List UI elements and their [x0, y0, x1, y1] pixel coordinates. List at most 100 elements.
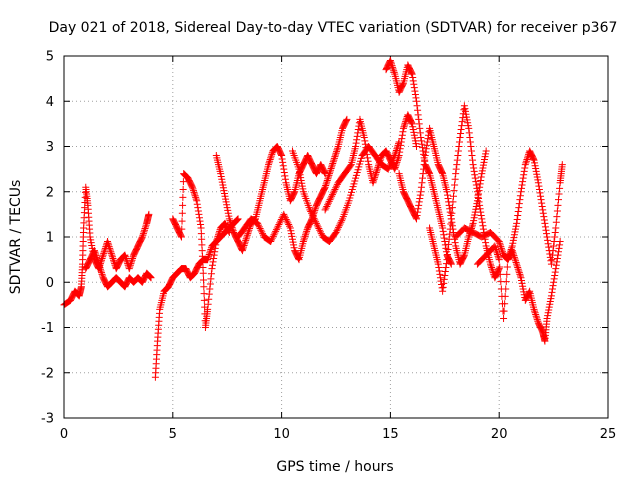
- data-point: [310, 214, 318, 222]
- data-point: [460, 252, 468, 260]
- data-point: [314, 223, 322, 231]
- data-point: [447, 220, 455, 228]
- data-point: [312, 219, 320, 227]
- data-point: [107, 248, 115, 256]
- data-point: [241, 238, 249, 246]
- data-point: [279, 162, 287, 170]
- data-point: [390, 67, 398, 75]
- data-point: [523, 156, 531, 164]
- data-point: [447, 259, 455, 267]
- data-point: [371, 174, 379, 182]
- data-point: [441, 238, 449, 246]
- data-point: [95, 260, 103, 268]
- data-point: [178, 209, 186, 217]
- data-point: [290, 189, 298, 197]
- x-tick-label: 20: [491, 427, 508, 442]
- data-point: [294, 254, 302, 262]
- data-point: [537, 192, 545, 200]
- data-point: [212, 241, 220, 249]
- data-point: [94, 258, 102, 266]
- data-point: [541, 219, 549, 227]
- data-point: [477, 212, 485, 220]
- y-tick-label: 1: [46, 231, 54, 246]
- series-track-a: [60, 183, 153, 309]
- data-point: [551, 233, 559, 241]
- y-axis-label: SDTVAR / TECUs: [8, 180, 24, 295]
- data-point: [553, 254, 561, 262]
- data-point: [93, 255, 101, 263]
- data-point: [518, 181, 526, 189]
- data-point: [420, 165, 428, 173]
- data-point: [273, 224, 281, 232]
- data-point: [450, 187, 458, 195]
- series-track-d: [169, 170, 233, 331]
- data-point: [396, 145, 404, 153]
- data-point: [107, 249, 115, 257]
- data-point: [470, 167, 478, 175]
- data-point: [494, 251, 502, 259]
- data-point: [268, 236, 276, 244]
- data-point: [509, 250, 517, 258]
- data-point: [193, 197, 201, 205]
- data-point: [478, 218, 486, 226]
- data-point: [274, 222, 282, 230]
- data-point: [558, 161, 566, 169]
- data-point: [385, 163, 393, 171]
- data-point: [127, 258, 135, 266]
- y-tick-label: -2: [41, 366, 54, 381]
- data-point: [141, 225, 149, 233]
- data-point: [239, 245, 247, 253]
- data-point: [399, 128, 407, 136]
- data-point: [515, 267, 523, 275]
- data-point: [205, 290, 213, 298]
- data-point: [550, 275, 558, 283]
- y-tick-label: -1: [41, 321, 54, 336]
- data-point: [411, 90, 419, 98]
- data-point: [258, 228, 266, 236]
- data-point: [336, 220, 344, 228]
- data-point: [459, 114, 467, 122]
- data-point: [547, 292, 555, 300]
- axis-ticks: 0 5 10 15 20 25 -3 -2 -1 0 1 2 3 4 5: [41, 50, 616, 443]
- data-point: [354, 126, 362, 134]
- data-point: [309, 213, 317, 221]
- data-point: [471, 171, 479, 179]
- data-point: [478, 215, 486, 223]
- data-point: [451, 239, 459, 247]
- data-point: [544, 240, 552, 248]
- data-point: [334, 225, 342, 233]
- data-point: [308, 209, 316, 217]
- data-point: [465, 129, 473, 137]
- data-point: [145, 210, 153, 218]
- data-point: [243, 233, 251, 241]
- y-tick-label: -3: [41, 412, 54, 427]
- data-point: [106, 244, 114, 252]
- data-point: [398, 131, 406, 139]
- data-point: [554, 251, 562, 259]
- data-point: [127, 260, 135, 268]
- data-point: [516, 196, 524, 204]
- data-point: [500, 314, 508, 322]
- series-track-g: [288, 138, 403, 246]
- data-point: [476, 205, 484, 213]
- data-point: [204, 300, 212, 308]
- data-point: [177, 232, 185, 240]
- data-point: [178, 217, 186, 225]
- data-point: [240, 241, 248, 249]
- data-point: [126, 261, 134, 269]
- data-point: [333, 148, 341, 156]
- data-point: [540, 213, 548, 221]
- data-point: [444, 191, 452, 199]
- data-point: [495, 238, 503, 246]
- data-point: [414, 208, 422, 216]
- data-point: [451, 175, 459, 183]
- data-point: [410, 84, 418, 92]
- data-point: [449, 198, 457, 206]
- data-point: [501, 300, 509, 308]
- data-point: [325, 197, 333, 205]
- data-point: [190, 188, 198, 196]
- data-point: [530, 305, 538, 313]
- data-point: [389, 63, 397, 71]
- data-point: [197, 221, 205, 229]
- data-point: [146, 273, 154, 281]
